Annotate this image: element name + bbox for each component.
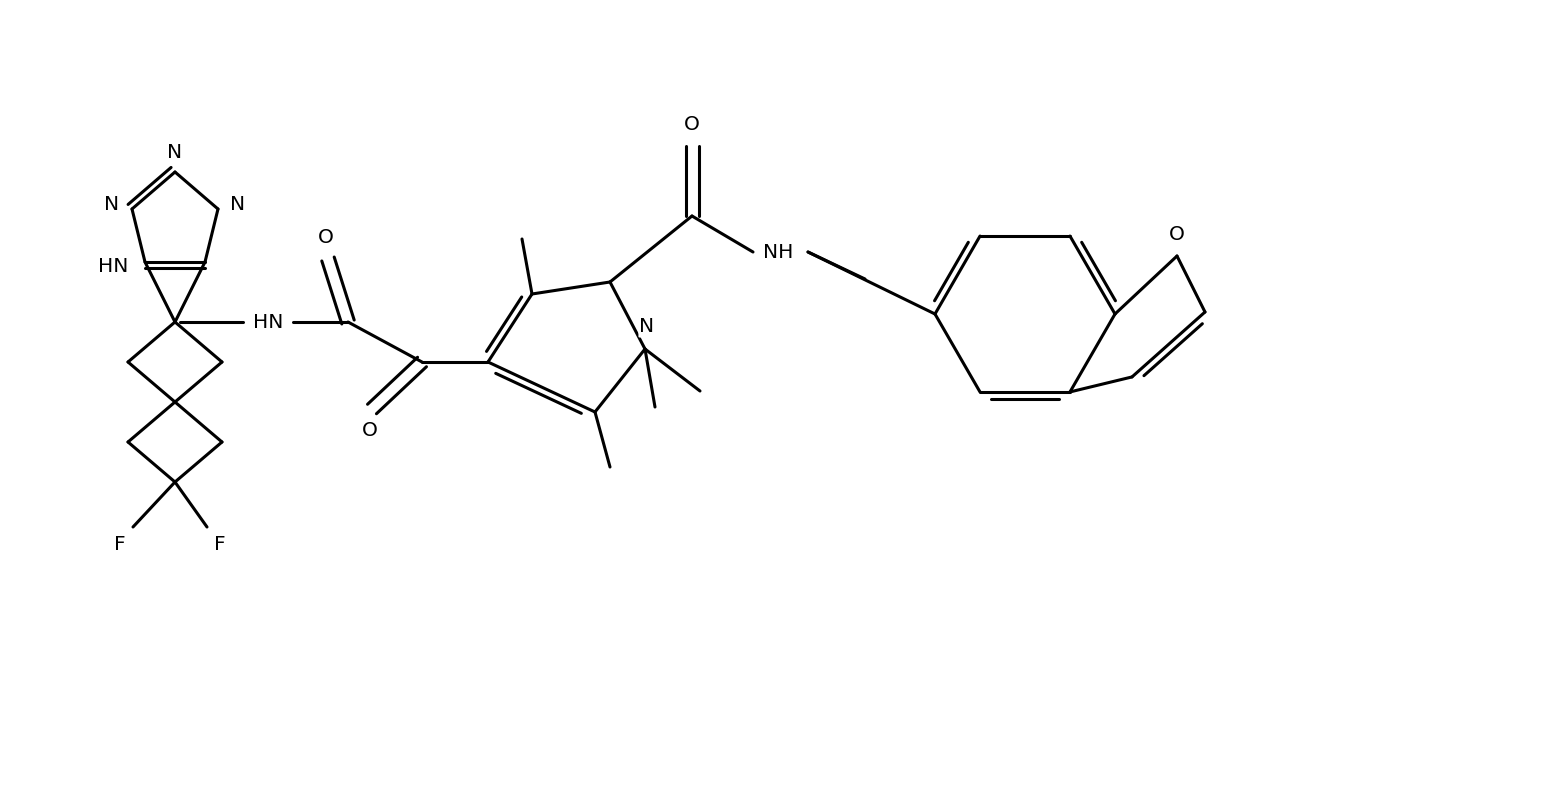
Text: F: F	[114, 534, 125, 553]
Text: NH: NH	[763, 242, 793, 261]
Text: O: O	[317, 228, 335, 246]
Text: N: N	[105, 195, 119, 214]
Text: O: O	[683, 114, 701, 133]
Text: O: O	[361, 422, 378, 441]
Text: F: F	[214, 534, 225, 553]
Text: N: N	[230, 195, 246, 214]
Text: N: N	[167, 142, 183, 161]
Text: HN: HN	[253, 313, 283, 332]
Text: O: O	[1168, 225, 1186, 244]
Text: HN: HN	[99, 257, 128, 276]
Text: N: N	[640, 318, 655, 337]
